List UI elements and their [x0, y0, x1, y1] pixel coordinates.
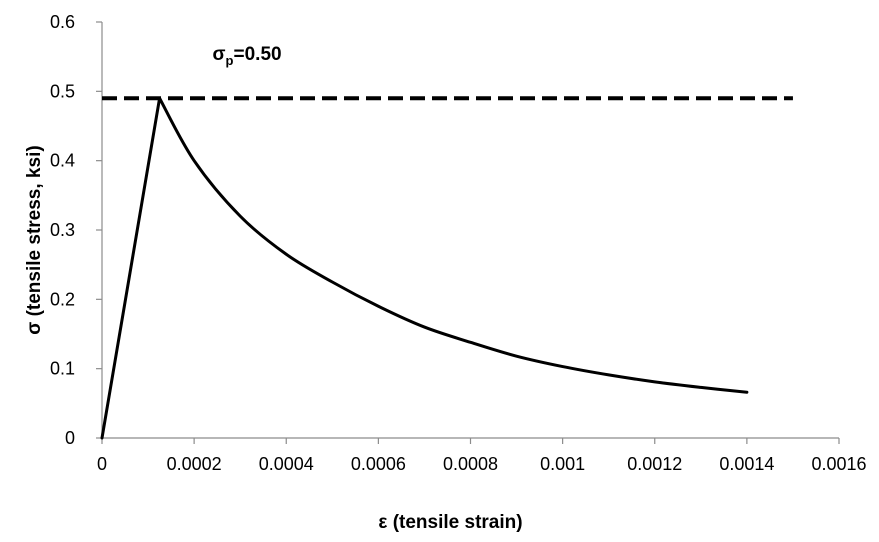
x-axis-title: ε (tensile strain) [378, 512, 522, 533]
x-tick-label: 0.0008 [443, 454, 498, 474]
y-tick-label: 0.3 [50, 220, 75, 240]
x-tick-label: 0 [97, 454, 107, 474]
x-tick-label: 0.0012 [627, 454, 682, 474]
x-tick-label: 0.0002 [167, 454, 222, 474]
peak-stress-annotation: σp=0.50 [213, 44, 282, 68]
y-axis-title: σ (tensile stress, ksi) [24, 145, 45, 334]
x-tick-label: 0.0014 [719, 454, 774, 474]
x-tick-label: 0.001 [540, 454, 585, 474]
x-tick-label: 0.0004 [259, 454, 314, 474]
annotation-value: =0.50 [234, 44, 282, 65]
y-tick-label: 0.2 [50, 289, 75, 309]
axes-layer: 0 0.1 0.2 0.3 0.4 0.5 0.6 0 0.0002 0.0004 0.0006 0.… [50, 12, 867, 474]
y-tick-label: 0.5 [50, 81, 75, 101]
x-tick-label: 0.0006 [351, 454, 406, 474]
annotation-subscript: p [226, 53, 234, 68]
annotation-symbol: σ [213, 44, 226, 65]
y-tick-label: 0.6 [50, 12, 75, 32]
series-layer [100, 96, 793, 440]
labels-layer: ε (tensile strain) σ (tensile stress, ks… [24, 145, 523, 533]
y-tick-label: 0.4 [50, 151, 75, 171]
annotation-layer: σp=0.50 [213, 44, 282, 68]
x-tick-label: 0.0016 [811, 454, 866, 474]
y-tick-label: 0.1 [50, 359, 75, 379]
y-tick-label: 0 [65, 428, 75, 448]
stress-strain-curve [100, 96, 749, 440]
